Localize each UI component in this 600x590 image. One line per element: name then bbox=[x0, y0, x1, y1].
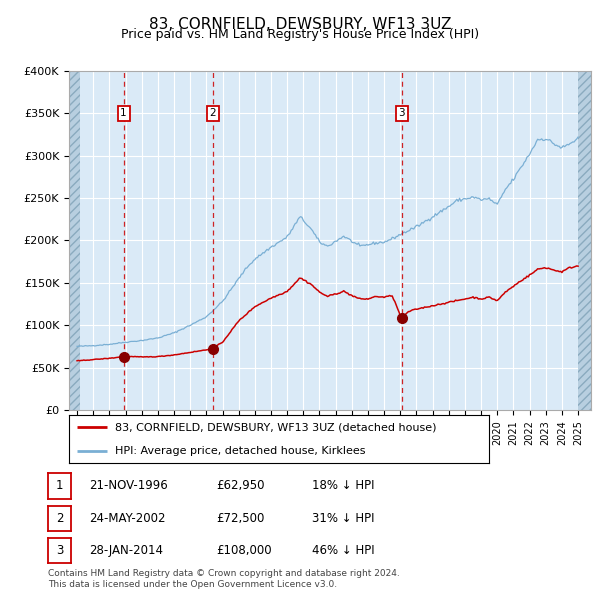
Text: 31% ↓ HPI: 31% ↓ HPI bbox=[312, 512, 374, 525]
Text: 3: 3 bbox=[56, 545, 63, 558]
Text: 83, CORNFIELD, DEWSBURY, WF13 3UZ: 83, CORNFIELD, DEWSBURY, WF13 3UZ bbox=[149, 17, 451, 31]
Text: £108,000: £108,000 bbox=[216, 545, 272, 558]
Text: 83, CORNFIELD, DEWSBURY, WF13 3UZ (detached house): 83, CORNFIELD, DEWSBURY, WF13 3UZ (detac… bbox=[115, 422, 437, 432]
Text: HPI: Average price, detached house, Kirklees: HPI: Average price, detached house, Kirk… bbox=[115, 445, 366, 455]
Text: 18% ↓ HPI: 18% ↓ HPI bbox=[312, 480, 374, 493]
Bar bbox=[578, 71, 591, 410]
Text: 2: 2 bbox=[56, 512, 63, 525]
Text: 1: 1 bbox=[56, 480, 63, 493]
Text: £62,950: £62,950 bbox=[216, 480, 265, 493]
Text: 21-NOV-1996: 21-NOV-1996 bbox=[89, 480, 167, 493]
Text: 1: 1 bbox=[121, 108, 127, 118]
Text: Contains HM Land Registry data © Crown copyright and database right 2024.
This d: Contains HM Land Registry data © Crown c… bbox=[48, 569, 400, 589]
Text: 28-JAN-2014: 28-JAN-2014 bbox=[89, 545, 163, 558]
Text: 24-MAY-2002: 24-MAY-2002 bbox=[89, 512, 166, 525]
Text: Price paid vs. HM Land Registry's House Price Index (HPI): Price paid vs. HM Land Registry's House … bbox=[121, 28, 479, 41]
Text: £72,500: £72,500 bbox=[216, 512, 265, 525]
Bar bbox=[69, 71, 80, 410]
Text: 46% ↓ HPI: 46% ↓ HPI bbox=[312, 545, 374, 558]
Text: 3: 3 bbox=[398, 108, 405, 118]
Text: 2: 2 bbox=[209, 108, 216, 118]
